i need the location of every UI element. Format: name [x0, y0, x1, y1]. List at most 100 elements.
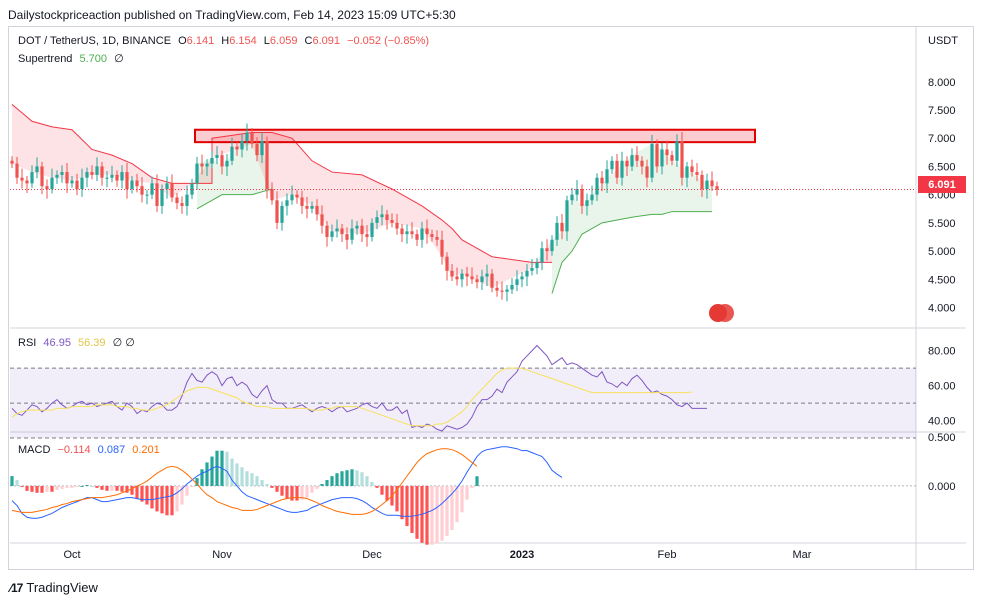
macd-legend[interactable]: MACD −0.114 0.087 0.201 — [18, 444, 164, 456]
price-tick-label: 4.000 — [928, 303, 956, 315]
candle-body — [555, 222, 559, 240]
candle-body — [60, 172, 64, 175]
candle-body — [705, 180, 709, 189]
candle-body — [465, 273, 469, 277]
rsi-extra: ∅ ∅ — [112, 337, 135, 349]
macd-histogram-bar — [320, 483, 324, 486]
candle-body — [390, 220, 394, 223]
macd-histogram-bar — [280, 485, 284, 496]
symbol-title[interactable]: DOT / TetherUS, 1D, BINANCE — [18, 35, 172, 47]
supertrend-uptrend-fill — [197, 141, 272, 209]
candle-body — [155, 183, 159, 206]
macd-histogram-bar — [430, 485, 434, 545]
candle-body — [640, 160, 644, 167]
candle-body — [345, 234, 349, 240]
macd-histogram-bar — [275, 485, 279, 492]
macd-histogram-bar — [410, 485, 414, 533]
candle-body — [480, 276, 484, 283]
candle-body — [405, 231, 409, 235]
candle-body — [135, 180, 139, 187]
macd-histogram-bar — [95, 485, 99, 488]
macd-histogram-bar — [435, 485, 439, 544]
candle-body — [565, 200, 569, 232]
candle-body — [105, 177, 109, 179]
candle-body — [250, 132, 254, 144]
candle-body — [270, 189, 274, 201]
candle-body — [75, 180, 79, 189]
candle-body — [300, 197, 304, 206]
macd-histogram-bar — [370, 482, 374, 486]
rsi-legend[interactable]: RSI 46.95 56.39 ∅ ∅ — [18, 336, 139, 349]
current-price-tag: 6.091 — [918, 176, 966, 193]
price-tick-label: 5.500 — [928, 218, 956, 230]
candle-body — [375, 217, 379, 223]
low-label: L — [263, 35, 270, 47]
candle-body — [330, 231, 334, 237]
time-tick-label: Dec — [362, 549, 382, 561]
open-value: 6.141 — [186, 35, 215, 47]
candle-body — [235, 146, 239, 150]
candle-body — [140, 186, 144, 195]
rsi-ma-line — [11, 367, 693, 427]
candle-body — [305, 205, 309, 209]
candle-body — [490, 273, 494, 288]
macd-histogram-bar — [360, 472, 364, 486]
candle-body — [285, 200, 289, 206]
macd-histogram-bar — [230, 458, 234, 486]
candle-body — [665, 149, 669, 156]
candle-body — [55, 174, 59, 178]
candle-body — [195, 163, 199, 184]
macd-histogram-bar — [30, 485, 34, 492]
candle-body — [420, 228, 424, 240]
macd-histogram-bar — [35, 485, 39, 493]
candle-body — [20, 177, 24, 181]
price-tick-label: 4.500 — [928, 274, 956, 286]
macd-histogram-bar — [185, 485, 189, 496]
macd-histogram-bar — [205, 462, 209, 486]
macd-histogram-bar — [160, 485, 164, 514]
low-value: 6.059 — [269, 35, 298, 47]
candle-body — [150, 183, 154, 195]
macd-histogram-bar — [80, 485, 84, 487]
price-tick-label: 7.500 — [928, 105, 956, 117]
footer-brand[interactable]: ⁄17 TradingView — [10, 580, 98, 595]
candle-body — [185, 194, 189, 206]
candle-body — [230, 146, 234, 161]
macd-histogram-bar — [215, 450, 219, 486]
macd-histogram-bar — [50, 485, 54, 492]
candle-body — [360, 225, 364, 235]
candle-body — [125, 172, 129, 189]
candle-body — [100, 166, 104, 178]
macd-histogram-bar — [330, 476, 334, 486]
macd-histogram-bar — [75, 485, 79, 487]
macd-histogram-bar — [225, 451, 229, 486]
rsi-line — [11, 344, 708, 432]
candle-body — [560, 222, 564, 232]
candle-body — [650, 143, 654, 178]
macd-histogram-bar — [25, 485, 29, 491]
candle-body — [670, 155, 674, 161]
candle-body — [460, 273, 464, 280]
high-label: H — [221, 35, 230, 47]
supertrend-uptrend-line — [551, 211, 712, 294]
price-axis-unit: USDT — [928, 35, 958, 47]
candle-body — [350, 228, 354, 240]
supertrend-legend[interactable]: Supertrend 5.700 ∅ — [18, 52, 128, 65]
candle-body — [525, 270, 529, 277]
supertrend-downtrend-fill — [12, 104, 552, 288]
candle-body — [485, 273, 489, 277]
macd-histogram-bar — [325, 480, 329, 486]
time-tick-label: Feb — [658, 549, 677, 561]
macd-histogram-bar — [355, 470, 359, 486]
candle-body — [50, 177, 54, 189]
candle-body — [380, 214, 384, 218]
macd-histogram-bar — [180, 485, 184, 505]
candle-body — [220, 155, 224, 167]
time-tick-label: 2023 — [510, 549, 534, 561]
candle-body — [30, 172, 34, 184]
candle-body — [700, 174, 704, 189]
time-tick-label: Oct — [63, 549, 80, 561]
candle-body — [35, 166, 39, 173]
candle-body — [210, 157, 214, 164]
